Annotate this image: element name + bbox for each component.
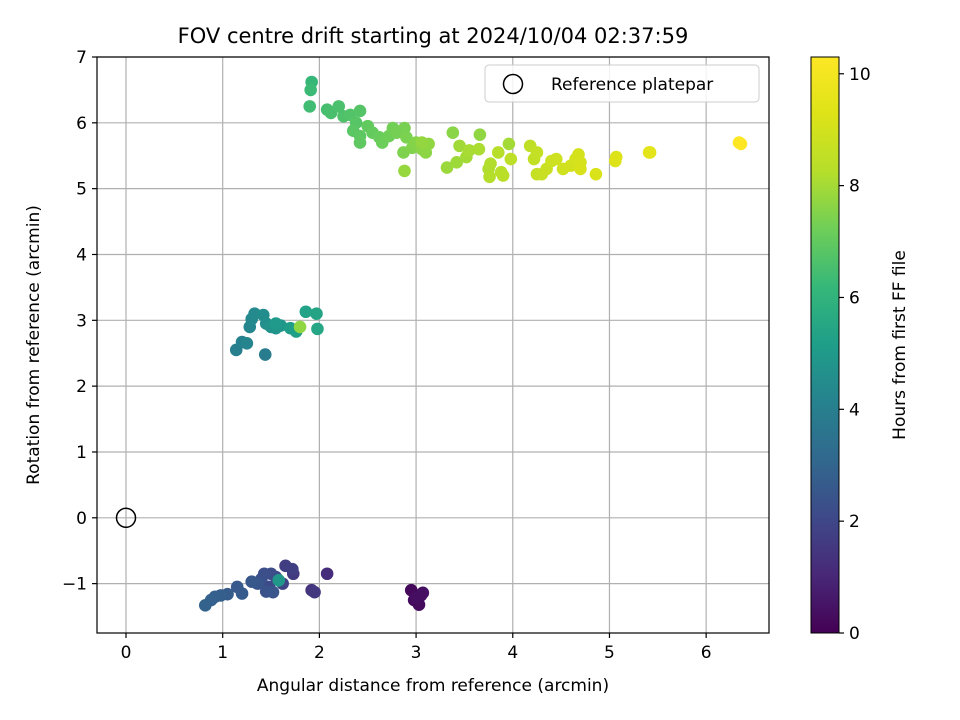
colorbar-tick-label: 8 bbox=[849, 177, 860, 197]
data-point bbox=[293, 320, 307, 334]
data-point bbox=[483, 170, 496, 184]
data-point bbox=[332, 100, 346, 113]
data-point bbox=[450, 156, 463, 169]
data-point bbox=[320, 567, 334, 581]
grid-lines bbox=[97, 56, 769, 633]
data-point bbox=[353, 136, 367, 149]
data-point bbox=[589, 167, 603, 181]
data-point bbox=[310, 307, 323, 321]
data-point bbox=[608, 154, 622, 168]
data-point bbox=[304, 83, 317, 97]
x-tick-label: 4 bbox=[507, 643, 518, 663]
data-point bbox=[272, 574, 286, 587]
data-points bbox=[198, 75, 748, 612]
legend-entry-label: Reference platepar bbox=[551, 75, 713, 95]
x-tick-label: 3 bbox=[411, 643, 422, 663]
x-tick-label: 0 bbox=[121, 643, 132, 663]
data-point bbox=[574, 162, 587, 176]
colorbar-tick-label: 10 bbox=[849, 65, 871, 85]
y-axis-label: Rotation from reference (arcmin) bbox=[24, 205, 44, 485]
data-point bbox=[504, 152, 518, 166]
data-point bbox=[353, 104, 367, 118]
y-axis-ticks: −1 0 1 2 3 4 5 6 7 bbox=[62, 48, 97, 595]
legend-reference-marker bbox=[502, 73, 524, 95]
x-tick-label: 1 bbox=[217, 643, 228, 663]
y-tick-label: 1 bbox=[76, 443, 87, 463]
colorbar-tick-label: 2 bbox=[849, 512, 860, 532]
legend: Reference platepar bbox=[484, 64, 760, 103]
data-point bbox=[258, 348, 272, 361]
data-point bbox=[642, 146, 656, 159]
colorbar-ticks: 0 2 4 6 8 10 bbox=[839, 65, 871, 644]
colorbar-tick-label: 0 bbox=[849, 624, 860, 644]
x-tick-label: 2 bbox=[314, 643, 325, 663]
colorbar-gradient bbox=[810, 56, 840, 634]
y-tick-label: 5 bbox=[76, 180, 87, 200]
data-point bbox=[398, 164, 411, 178]
y-tick-label: 2 bbox=[76, 377, 87, 397]
data-point bbox=[446, 126, 460, 140]
x-tick-label: 5 bbox=[604, 643, 615, 663]
legend-box bbox=[484, 64, 760, 103]
plot-frame bbox=[96, 56, 770, 634]
y-tick-label: −1 bbox=[62, 575, 87, 595]
data-point bbox=[303, 100, 317, 113]
y-tick-label: 6 bbox=[76, 114, 87, 134]
data-point bbox=[245, 575, 259, 588]
x-axis-label: Angular distance from reference (arcmin) bbox=[257, 676, 609, 696]
data-point bbox=[235, 587, 249, 600]
data-point bbox=[453, 139, 466, 153]
data-point bbox=[308, 585, 321, 599]
data-point bbox=[472, 142, 486, 156]
data-point bbox=[462, 144, 476, 157]
reference-marker bbox=[115, 507, 137, 529]
data-point bbox=[440, 161, 454, 174]
data-point bbox=[400, 131, 413, 144]
y-tick-label: 4 bbox=[76, 245, 87, 265]
data-point bbox=[732, 136, 746, 149]
data-point bbox=[491, 146, 505, 159]
data-point bbox=[484, 157, 497, 170]
y-tick-label: 3 bbox=[76, 311, 87, 331]
data-point bbox=[415, 136, 429, 149]
chart-title: FOV centre drift starting at 2024/10/04 … bbox=[178, 24, 689, 48]
x-axis-ticks: 0 1 2 3 4 5 6 bbox=[121, 633, 712, 663]
data-point bbox=[266, 585, 280, 599]
data-point bbox=[198, 599, 212, 612]
data-point bbox=[502, 137, 516, 151]
data-point bbox=[269, 317, 283, 330]
colorbar-label: Hours from first FF file bbox=[890, 250, 910, 440]
data-point bbox=[530, 146, 544, 159]
data-point bbox=[311, 322, 324, 336]
data-point bbox=[549, 152, 563, 166]
x-tick-label: 6 bbox=[701, 643, 712, 663]
data-point bbox=[409, 591, 423, 605]
y-tick-label: 0 bbox=[76, 509, 87, 529]
colorbar: 0 2 4 6 8 10 Hours from first FF file bbox=[810, 56, 910, 644]
data-point bbox=[496, 169, 510, 182]
data-point bbox=[473, 128, 487, 141]
colorbar-tick-label: 4 bbox=[849, 400, 860, 420]
y-tick-label: 7 bbox=[76, 48, 87, 68]
colorbar-tick-label: 6 bbox=[849, 288, 860, 308]
data-point bbox=[240, 337, 254, 350]
data-point bbox=[286, 562, 299, 576]
data-point bbox=[299, 305, 313, 319]
